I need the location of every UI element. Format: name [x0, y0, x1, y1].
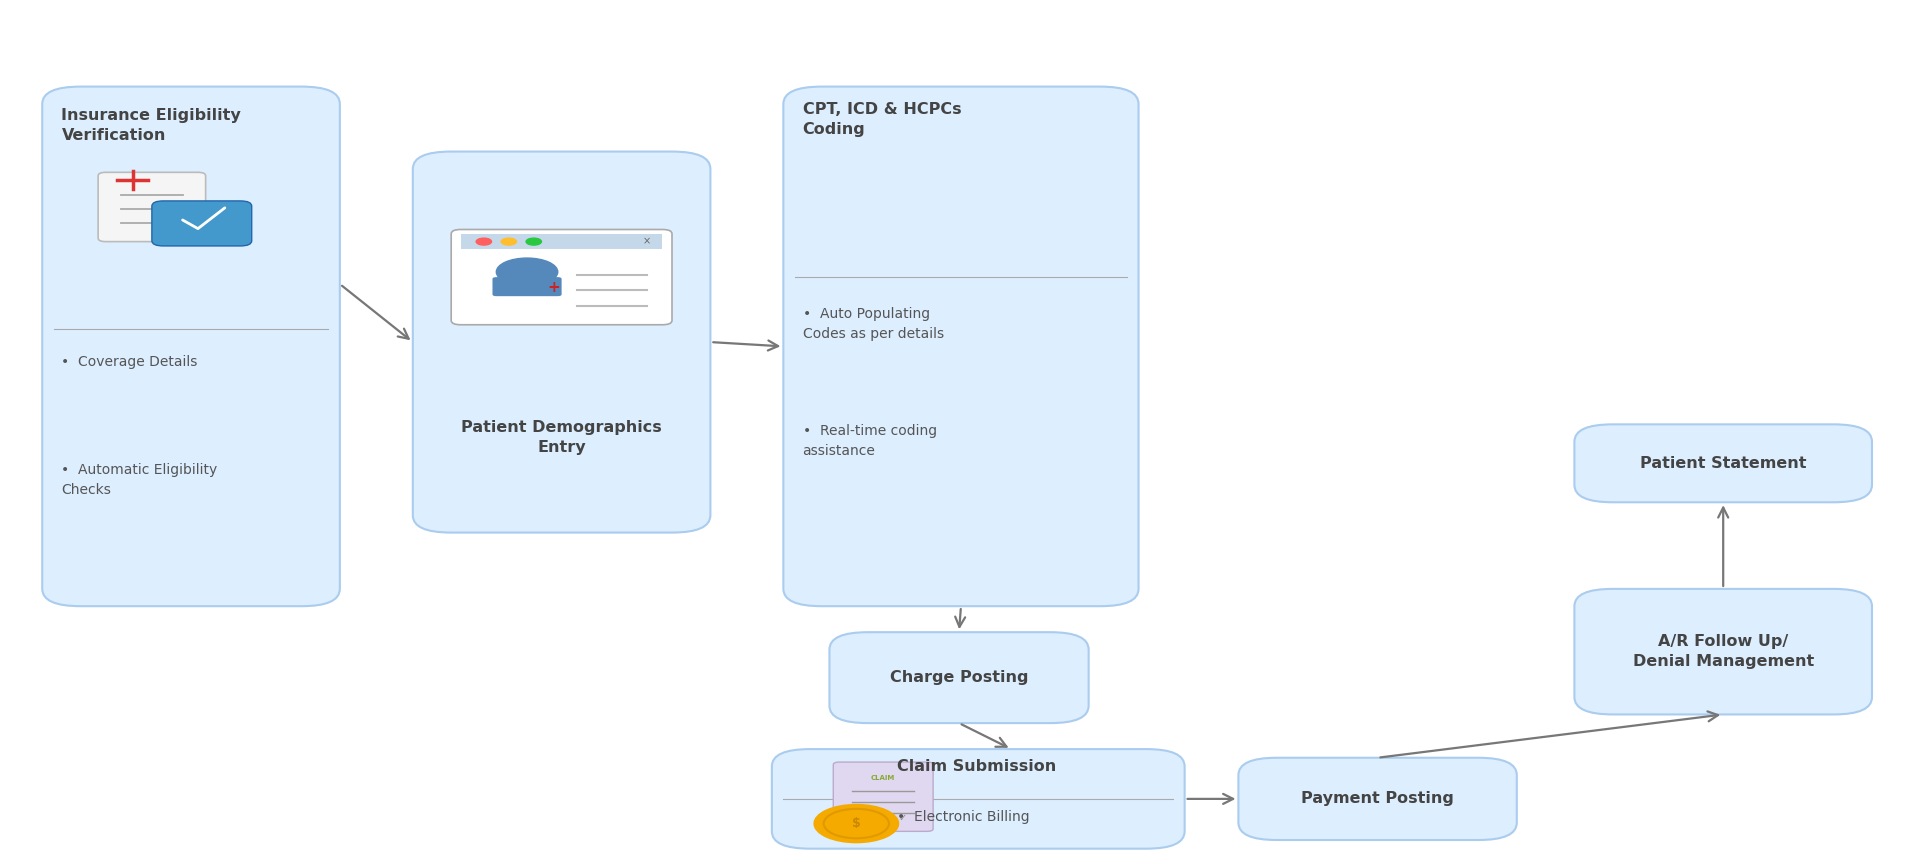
FancyBboxPatch shape: [461, 234, 662, 249]
Text: Insurance Eligibility
Verification: Insurance Eligibility Verification: [61, 108, 242, 143]
Text: Charge Posting: Charge Posting: [889, 670, 1029, 685]
Text: ✓: ✓: [899, 813, 906, 824]
FancyBboxPatch shape: [833, 762, 933, 831]
FancyBboxPatch shape: [783, 87, 1139, 606]
Text: Patient Demographics
Entry: Patient Demographics Entry: [461, 420, 662, 455]
FancyBboxPatch shape: [413, 152, 710, 533]
FancyBboxPatch shape: [772, 749, 1185, 849]
Text: •  Real-time coding
assistance: • Real-time coding assistance: [803, 424, 937, 458]
FancyBboxPatch shape: [492, 277, 561, 296]
Text: •  Electronic Billing: • Electronic Billing: [897, 810, 1029, 824]
FancyBboxPatch shape: [829, 632, 1089, 723]
Circle shape: [495, 258, 557, 286]
Circle shape: [814, 805, 899, 843]
FancyBboxPatch shape: [98, 172, 205, 242]
Text: Patient Statement: Patient Statement: [1640, 456, 1807, 471]
FancyBboxPatch shape: [451, 229, 672, 325]
Circle shape: [526, 238, 541, 245]
FancyBboxPatch shape: [1238, 758, 1517, 840]
FancyBboxPatch shape: [152, 201, 252, 246]
Text: +: +: [547, 280, 561, 295]
Text: •  Auto Populating
Codes as per details: • Auto Populating Codes as per details: [803, 307, 945, 341]
Text: •  Automatic Eligibility
Checks: • Automatic Eligibility Checks: [61, 463, 217, 497]
Circle shape: [501, 238, 516, 245]
Text: CPT, ICD & HCPCs
Coding: CPT, ICD & HCPCs Coding: [803, 102, 962, 137]
FancyBboxPatch shape: [42, 87, 340, 606]
FancyBboxPatch shape: [1574, 424, 1872, 502]
Text: $: $: [852, 817, 860, 830]
Text: A/R Follow Up/
Denial Management: A/R Follow Up/ Denial Management: [1632, 634, 1814, 669]
FancyBboxPatch shape: [1574, 589, 1872, 714]
Text: Payment Posting: Payment Posting: [1302, 792, 1453, 806]
Text: CLAIM: CLAIM: [872, 775, 895, 781]
Text: •  Coverage Details: • Coverage Details: [61, 355, 198, 369]
Text: Claim Submission: Claim Submission: [897, 759, 1056, 774]
Circle shape: [476, 238, 492, 245]
Text: ×: ×: [643, 236, 651, 247]
